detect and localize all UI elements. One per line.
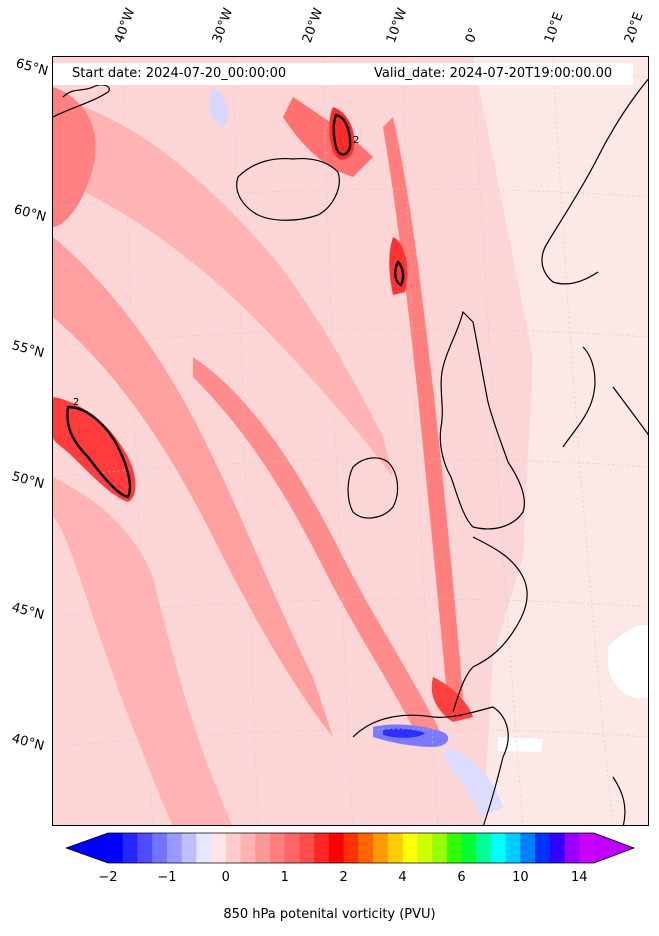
lat-label-50n: 50°N [10, 469, 46, 493]
pv-band [53, 87, 96, 227]
lat-label-45n: 45°N [10, 600, 46, 624]
colorbar-tick-label: 6 [457, 870, 466, 885]
norway-coast [541, 78, 648, 285]
lat-label-55n: 55°N [10, 338, 46, 362]
colorbar-tick-label: 10 [512, 870, 529, 885]
negative-pv-region [208, 87, 229, 127]
pv-2-contour [66, 113, 405, 499]
date-header-strip [53, 63, 633, 85]
colorbar-segment [255, 833, 271, 863]
colorbar-segment [196, 833, 212, 863]
colorbar-tick-label: 2 [339, 870, 348, 885]
colorbar-segment [549, 833, 566, 863]
pv-band [193, 357, 443, 747]
colorbar-segment [328, 833, 345, 863]
lat-label-65n: 65°N [14, 56, 50, 80]
colorbar-segment [122, 833, 138, 863]
colorbar-tick-label: 4 [398, 870, 407, 885]
colorbar-segment [402, 833, 418, 863]
lon-label-20w: 20°W [299, 6, 327, 45]
contour-label: 2 [73, 397, 79, 408]
colorbar-segment [579, 833, 595, 863]
colorbar-over-arrow [594, 833, 634, 863]
colorbar-segment [387, 833, 404, 863]
colorbar-segment [461, 833, 477, 863]
colorbar-under-arrow [66, 833, 108, 863]
missing-data-patch [608, 625, 648, 699]
colorbar-segment [476, 833, 492, 863]
baltic-coast [612, 386, 648, 436]
colorbar-segment [417, 833, 433, 863]
colorbar-segment [108, 833, 124, 863]
lon-label-30w: 30°W [209, 6, 237, 45]
colorbar-segment [299, 833, 315, 863]
valid-date-label: Valid_date: 2024-07-20T19:00:00.00 [374, 66, 613, 81]
missing-data-patch [498, 737, 543, 752]
graticule [53, 57, 648, 825]
colorbar-segment [432, 833, 448, 863]
colorbar-tick-label: 0 [221, 870, 230, 885]
lon-label-40w: 40°W [111, 6, 139, 45]
weak-pv-region-east [473, 57, 648, 825]
colorbar-segment [314, 833, 330, 863]
colorbar-tick-label: −1 [157, 870, 177, 885]
colorbar-segment [137, 833, 153, 863]
great-britain [439, 310, 525, 530]
colorbar-segment [181, 833, 197, 863]
pv-field-map: 2 2 [53, 57, 648, 825]
negative-pv-region [383, 728, 425, 738]
lat-label-40n: 40°N [10, 731, 46, 755]
colorbar-segment [490, 833, 507, 863]
lon-label-10e: 10°E [541, 10, 567, 46]
colorbar-tick-label: 14 [570, 870, 588, 885]
iberia-coast [352, 706, 509, 825]
colorbar-segment [211, 833, 227, 863]
colorbar-label: 850 hPa potenital vorticity (PVU) [223, 907, 436, 922]
colorbar-segment [358, 833, 374, 863]
pv-band [53, 97, 393, 477]
denmark-coast [562, 346, 596, 448]
coastlines [53, 78, 648, 825]
colorbar-tick-label: 1 [280, 870, 289, 885]
colorbar-segment [564, 833, 580, 863]
lat-label-60n: 60°N [12, 202, 48, 226]
colorbar-segment [225, 833, 242, 863]
colorbar-tick-label: −2 [98, 870, 118, 885]
colorbar-segment [240, 833, 256, 863]
pv-band [53, 477, 233, 825]
colorbar-segment [270, 833, 286, 863]
colorbar-segment [152, 833, 168, 863]
colorbar-segment [446, 833, 462, 863]
colorbar-segment [535, 833, 551, 863]
iceland [236, 157, 340, 221]
lon-label-0: 0° [462, 25, 483, 45]
colorbar-segment [520, 833, 536, 863]
colorbar-segment [343, 833, 359, 863]
pv-band [53, 237, 333, 737]
pv-band [283, 97, 373, 177]
lon-label-10w: 10°W [383, 6, 411, 45]
negative-pv-region [443, 747, 503, 817]
colorbar-segment [284, 833, 300, 863]
start-date-label: Start date: 2024-07-20_00:00:00 [72, 66, 287, 81]
strong-pv-cell [431, 677, 473, 722]
lon-label-20e: 20°E [621, 10, 647, 46]
colorbar-segment [505, 833, 521, 863]
colorbar-segment [373, 833, 389, 863]
italy-coast [612, 776, 626, 825]
map-panel: 2 2 [52, 56, 649, 826]
colorbar-segment [166, 833, 183, 863]
france-coast [452, 536, 528, 713]
greenland-coast [53, 84, 110, 118]
strong-pv-cell [53, 397, 136, 502]
ireland [347, 457, 399, 519]
colorbar [66, 832, 636, 864]
contour-label: 2 [353, 135, 359, 146]
